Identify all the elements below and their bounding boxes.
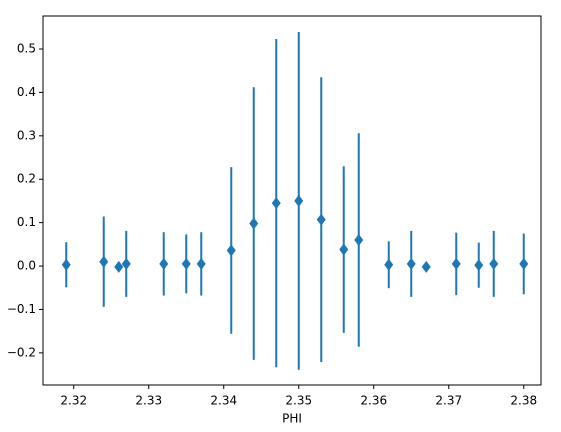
x-tick-label: 2.37 <box>435 394 462 408</box>
marker <box>451 257 461 270</box>
marker <box>406 257 416 270</box>
x-tick-label: 2.38 <box>510 394 537 408</box>
y-tick-label: −0.2 <box>7 345 36 359</box>
marker <box>249 217 259 230</box>
plot-frame <box>42 15 542 386</box>
y-tick-label: 0.1 <box>17 215 36 229</box>
marker <box>354 234 364 247</box>
marker <box>159 257 169 270</box>
x-tick-label: 2.32 <box>60 394 87 408</box>
marker <box>196 257 206 270</box>
marker <box>226 244 236 257</box>
marker <box>181 257 191 270</box>
y-tick-label: 0.3 <box>17 128 36 142</box>
marker <box>489 257 499 270</box>
x-tick-label: 2.36 <box>360 394 387 408</box>
marker <box>421 260 431 273</box>
y-tick-label: 0.0 <box>17 259 36 273</box>
marker <box>316 213 326 226</box>
marker <box>121 257 131 270</box>
x-tick-label: 2.34 <box>210 394 237 408</box>
marker <box>99 255 109 268</box>
marker <box>294 194 304 207</box>
marker <box>61 258 71 271</box>
x-tick-label: 2.33 <box>135 394 162 408</box>
marker <box>271 197 281 210</box>
x-axis-label: PHI <box>282 412 302 426</box>
y-tick-label: −0.1 <box>7 302 36 316</box>
y-tick-label: 0.5 <box>17 41 36 55</box>
x-tick-label: 2.35 <box>285 394 312 408</box>
marker <box>114 260 124 273</box>
y-tick-label: 0.4 <box>17 85 36 99</box>
marker <box>384 258 394 271</box>
marker <box>339 243 349 256</box>
y-tick-label: 0.2 <box>17 172 36 186</box>
marker <box>474 259 484 272</box>
marker <box>519 257 529 270</box>
